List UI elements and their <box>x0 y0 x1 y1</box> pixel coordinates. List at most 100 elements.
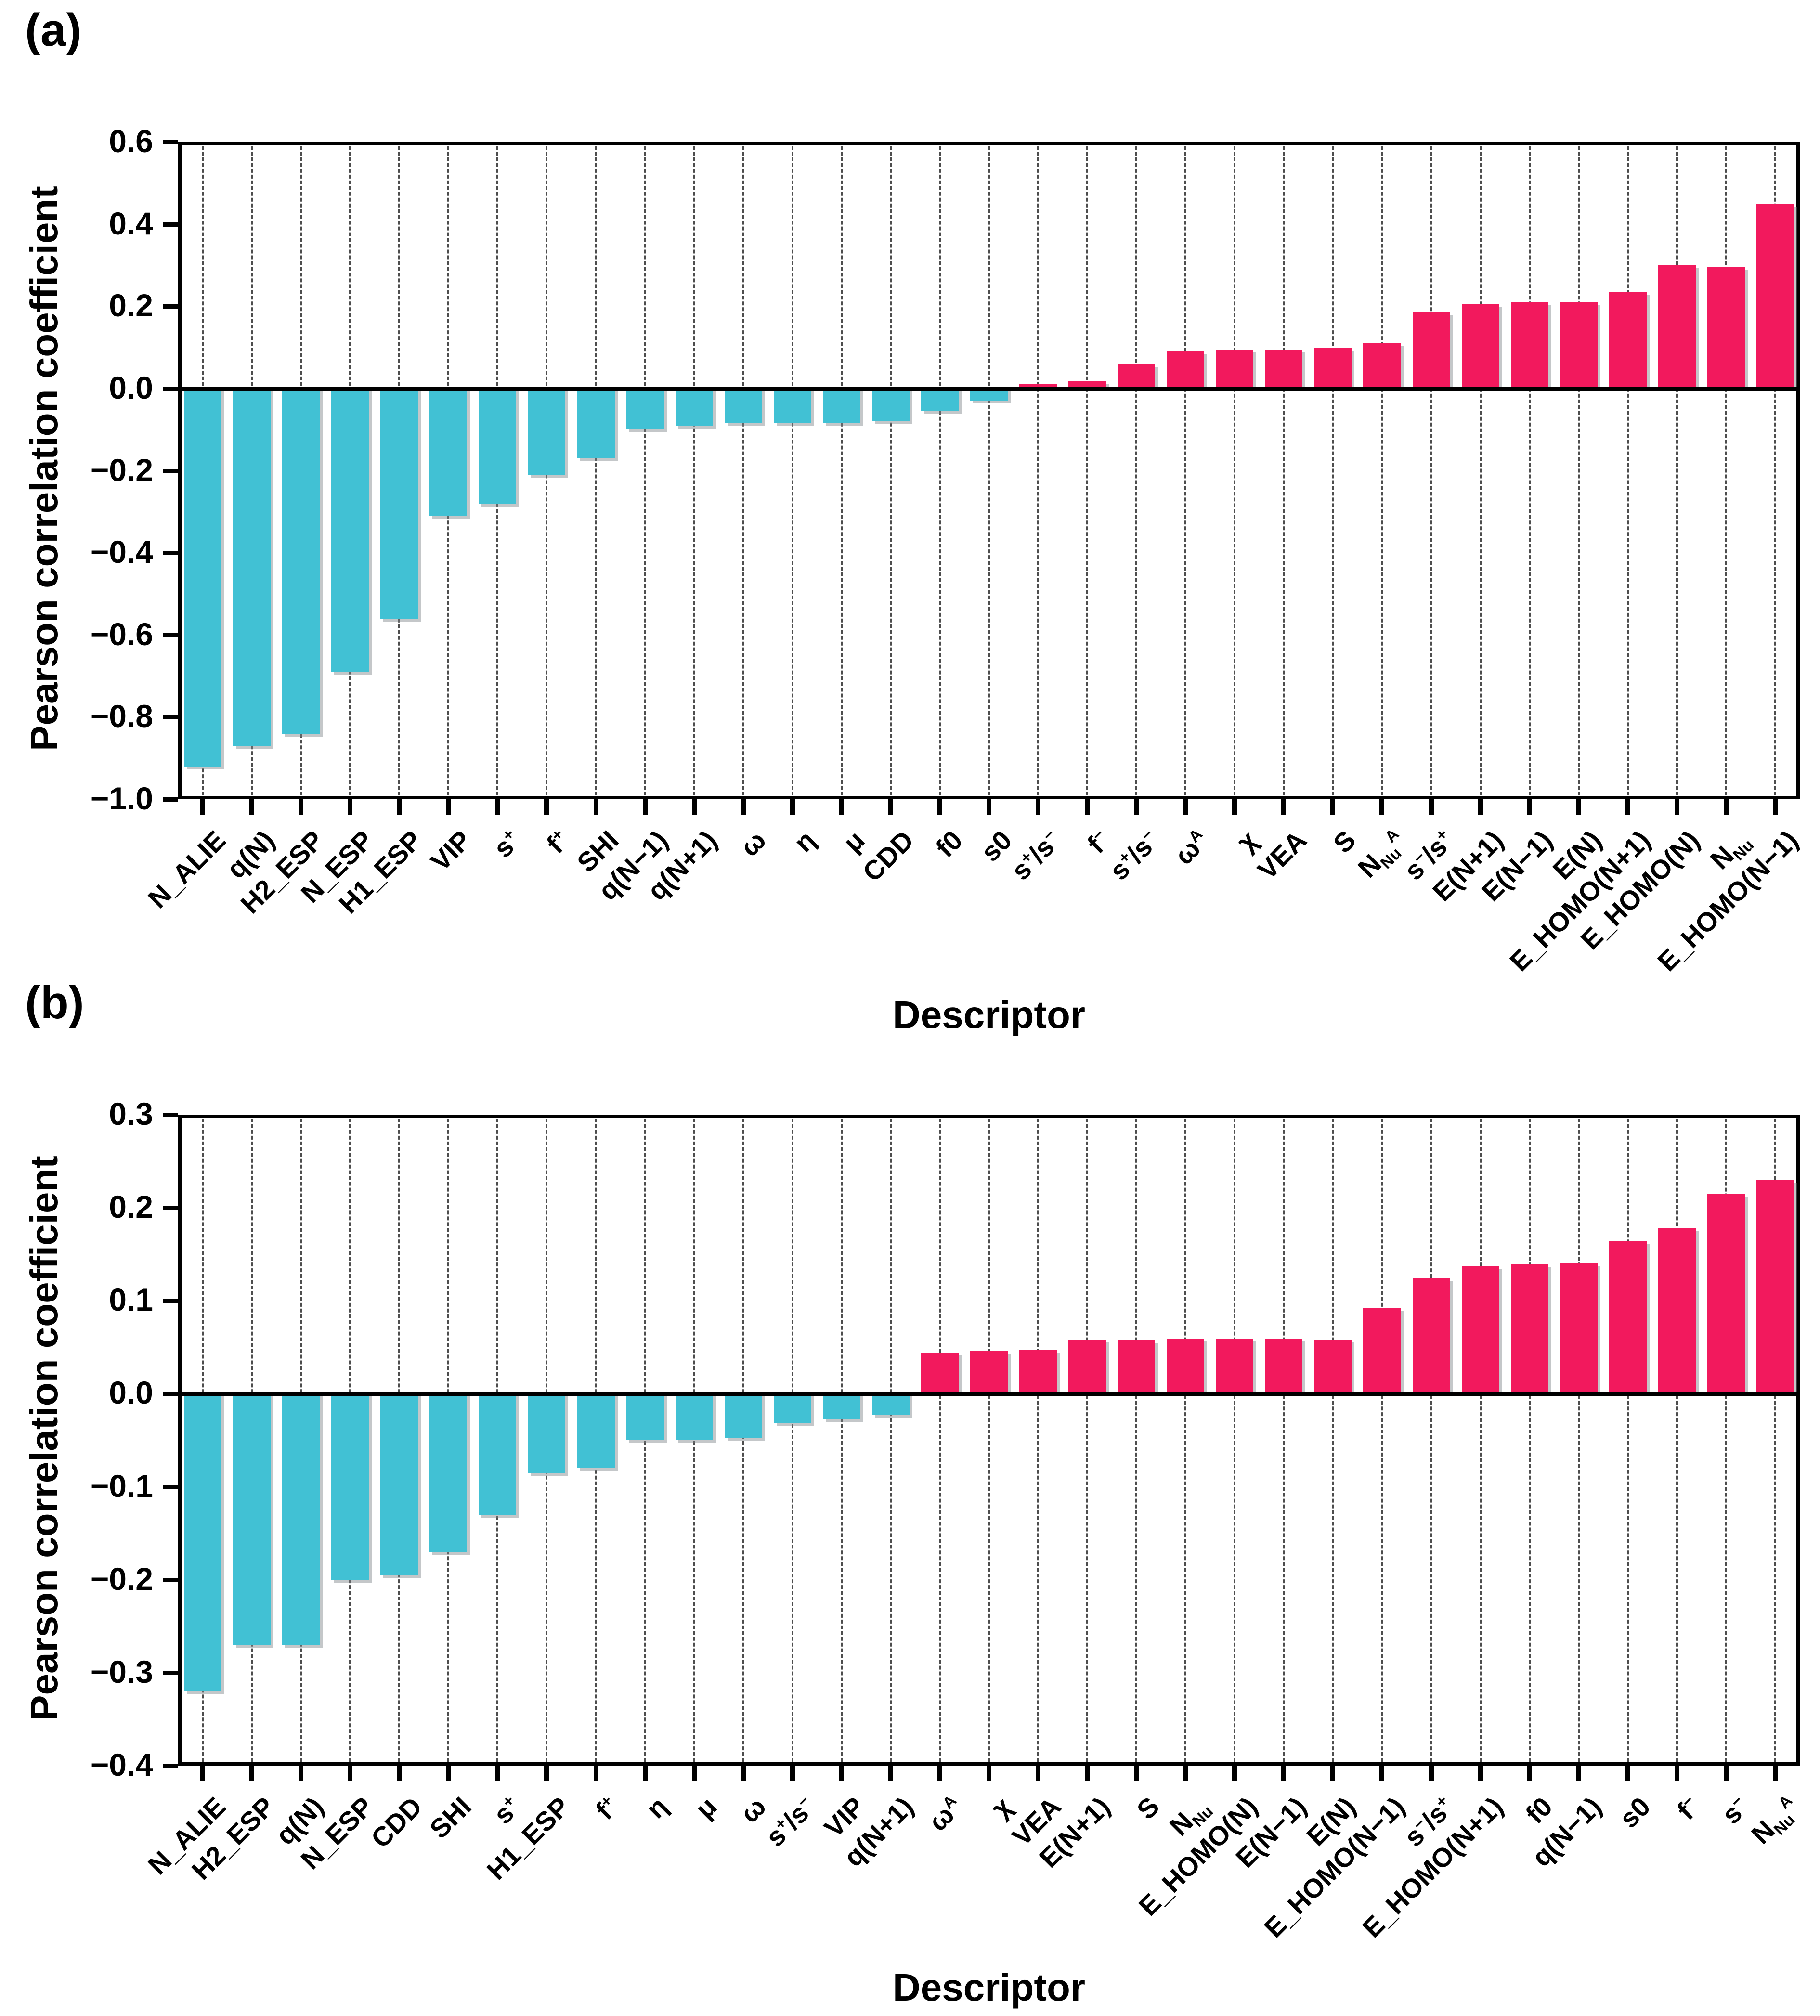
x-category-label: q(N+1) <box>641 824 723 906</box>
y-tick-label: 0.3 <box>109 1096 153 1132</box>
x-tick-mark <box>1379 1766 1385 1781</box>
gridline <box>1086 1119 1089 1762</box>
bar-μ <box>822 388 860 424</box>
bar-E_HOMO(N) <box>1658 265 1696 389</box>
bar-S <box>1314 347 1352 389</box>
y-tick-label: −0.2 <box>90 1561 153 1597</box>
gridline <box>300 146 302 795</box>
x-category-label: E_HOMO(N−1) <box>1651 824 1804 977</box>
bar-N_ALIE <box>184 1393 222 1691</box>
x-category-label: f− <box>1081 825 1109 859</box>
y-axis-title-a: Pearson correlation coefficient <box>23 186 65 751</box>
bar-VIP <box>429 388 468 516</box>
gridline <box>1283 1119 1285 1762</box>
gridline <box>889 146 892 795</box>
gridline <box>1528 1119 1531 1762</box>
x-category-label: μ <box>689 1791 723 1824</box>
y-tick-mark <box>163 551 178 556</box>
x-category-label: s+ <box>487 825 520 864</box>
x-tick-mark <box>1527 1766 1532 1781</box>
x-tick-mark <box>741 1766 746 1781</box>
x-category-label: q(N−1) <box>592 824 674 906</box>
x-category-label: E_HOMO(N+1) <box>1504 824 1657 977</box>
x-tick-mark <box>249 799 255 815</box>
bar-q(N+1) <box>675 388 713 426</box>
x-tick-mark <box>1723 1766 1729 1781</box>
x-tick-mark <box>691 799 697 815</box>
bar-CDD <box>871 388 910 422</box>
x-category-label: N_ESP <box>295 1791 379 1875</box>
x-category-label: N_ALIE <box>142 1791 232 1881</box>
bar-E(N−1) <box>1265 1339 1303 1394</box>
x-tick-mark <box>299 799 304 815</box>
bar-H1_ESP <box>380 388 418 619</box>
bar-E_HOMO(N+1) <box>1609 292 1647 389</box>
bar-ω^A <box>921 1353 959 1394</box>
bar-N_Nu <box>1707 267 1745 389</box>
y-tick-label: 0.1 <box>109 1282 153 1318</box>
gridline <box>398 146 401 795</box>
gridline <box>1676 146 1678 795</box>
x-tick-mark <box>348 1766 353 1781</box>
y-tick-mark <box>163 1577 178 1582</box>
gridline <box>1184 1119 1187 1762</box>
x-category-label: S <box>1327 824 1362 859</box>
gridline <box>202 1119 204 1762</box>
x-tick-mark <box>544 1766 549 1781</box>
x-axis-title-a: Descriptor <box>892 993 1086 1036</box>
x-tick-mark <box>1183 799 1188 815</box>
x-category-label: H1_ESP <box>481 1791 575 1886</box>
gridline <box>546 1119 548 1762</box>
x-axis-title-b: Descriptor <box>892 1966 1086 2009</box>
x-category-label: NNuA <box>1745 1792 1798 1850</box>
bar-s+/s− <box>1118 364 1156 389</box>
x-category-label: N_ALIE <box>142 824 232 914</box>
x-tick-mark <box>1036 1766 1041 1781</box>
x-tick-mark <box>1330 799 1336 815</box>
x-tick-mark <box>1134 1766 1139 1781</box>
gridline <box>1626 146 1629 795</box>
x-tick-mark <box>741 799 746 815</box>
gridline <box>693 1119 695 1762</box>
y-tick-mark <box>163 386 178 391</box>
y-tick-label: 0.2 <box>109 1189 153 1225</box>
gridline <box>546 146 548 795</box>
x-category-label: E(N) <box>1300 1791 1362 1852</box>
x-tick-mark <box>249 1766 255 1781</box>
x-category-label: VEA <box>1006 1791 1067 1852</box>
x-category-label: NNu <box>1704 836 1757 875</box>
x-tick-mark <box>888 799 893 815</box>
bar-E_HOMO(N−1) <box>1363 1308 1401 1394</box>
x-tick-mark <box>1625 799 1630 815</box>
gridline <box>496 146 499 795</box>
x-tick-mark <box>1625 1766 1630 1781</box>
x-category-label: f0 <box>1520 1791 1558 1830</box>
bar-CDD <box>380 1393 418 1575</box>
gridline <box>447 146 450 795</box>
gridline <box>1037 1119 1040 1762</box>
x-category-label: E(N+1) <box>1426 824 1509 907</box>
x-tick-mark <box>1429 799 1434 815</box>
gridline <box>938 146 941 795</box>
bar-s0 <box>1609 1241 1647 1394</box>
bar-N_ESP <box>331 1393 369 1580</box>
x-tick-mark <box>397 799 402 815</box>
x-tick-mark <box>544 799 549 815</box>
x-tick-mark <box>200 1766 206 1781</box>
gridline <box>496 1119 499 1762</box>
x-tick-mark <box>790 1766 795 1781</box>
x-tick-mark <box>495 799 500 815</box>
gridline <box>1283 146 1285 795</box>
gridline <box>1676 1119 1678 1762</box>
gridline <box>349 1119 351 1762</box>
y-tick-label: −0.4 <box>90 1747 153 1782</box>
x-tick-mark <box>937 799 942 815</box>
x-category-label: CDD <box>365 1791 428 1854</box>
x-tick-mark <box>495 1766 500 1781</box>
bar-E(N+1) <box>1068 1340 1106 1394</box>
bar-E_HOMO(N) <box>1216 1339 1254 1394</box>
x-tick-mark <box>1674 799 1679 815</box>
bar-η <box>773 388 811 424</box>
gridline <box>1479 146 1482 795</box>
